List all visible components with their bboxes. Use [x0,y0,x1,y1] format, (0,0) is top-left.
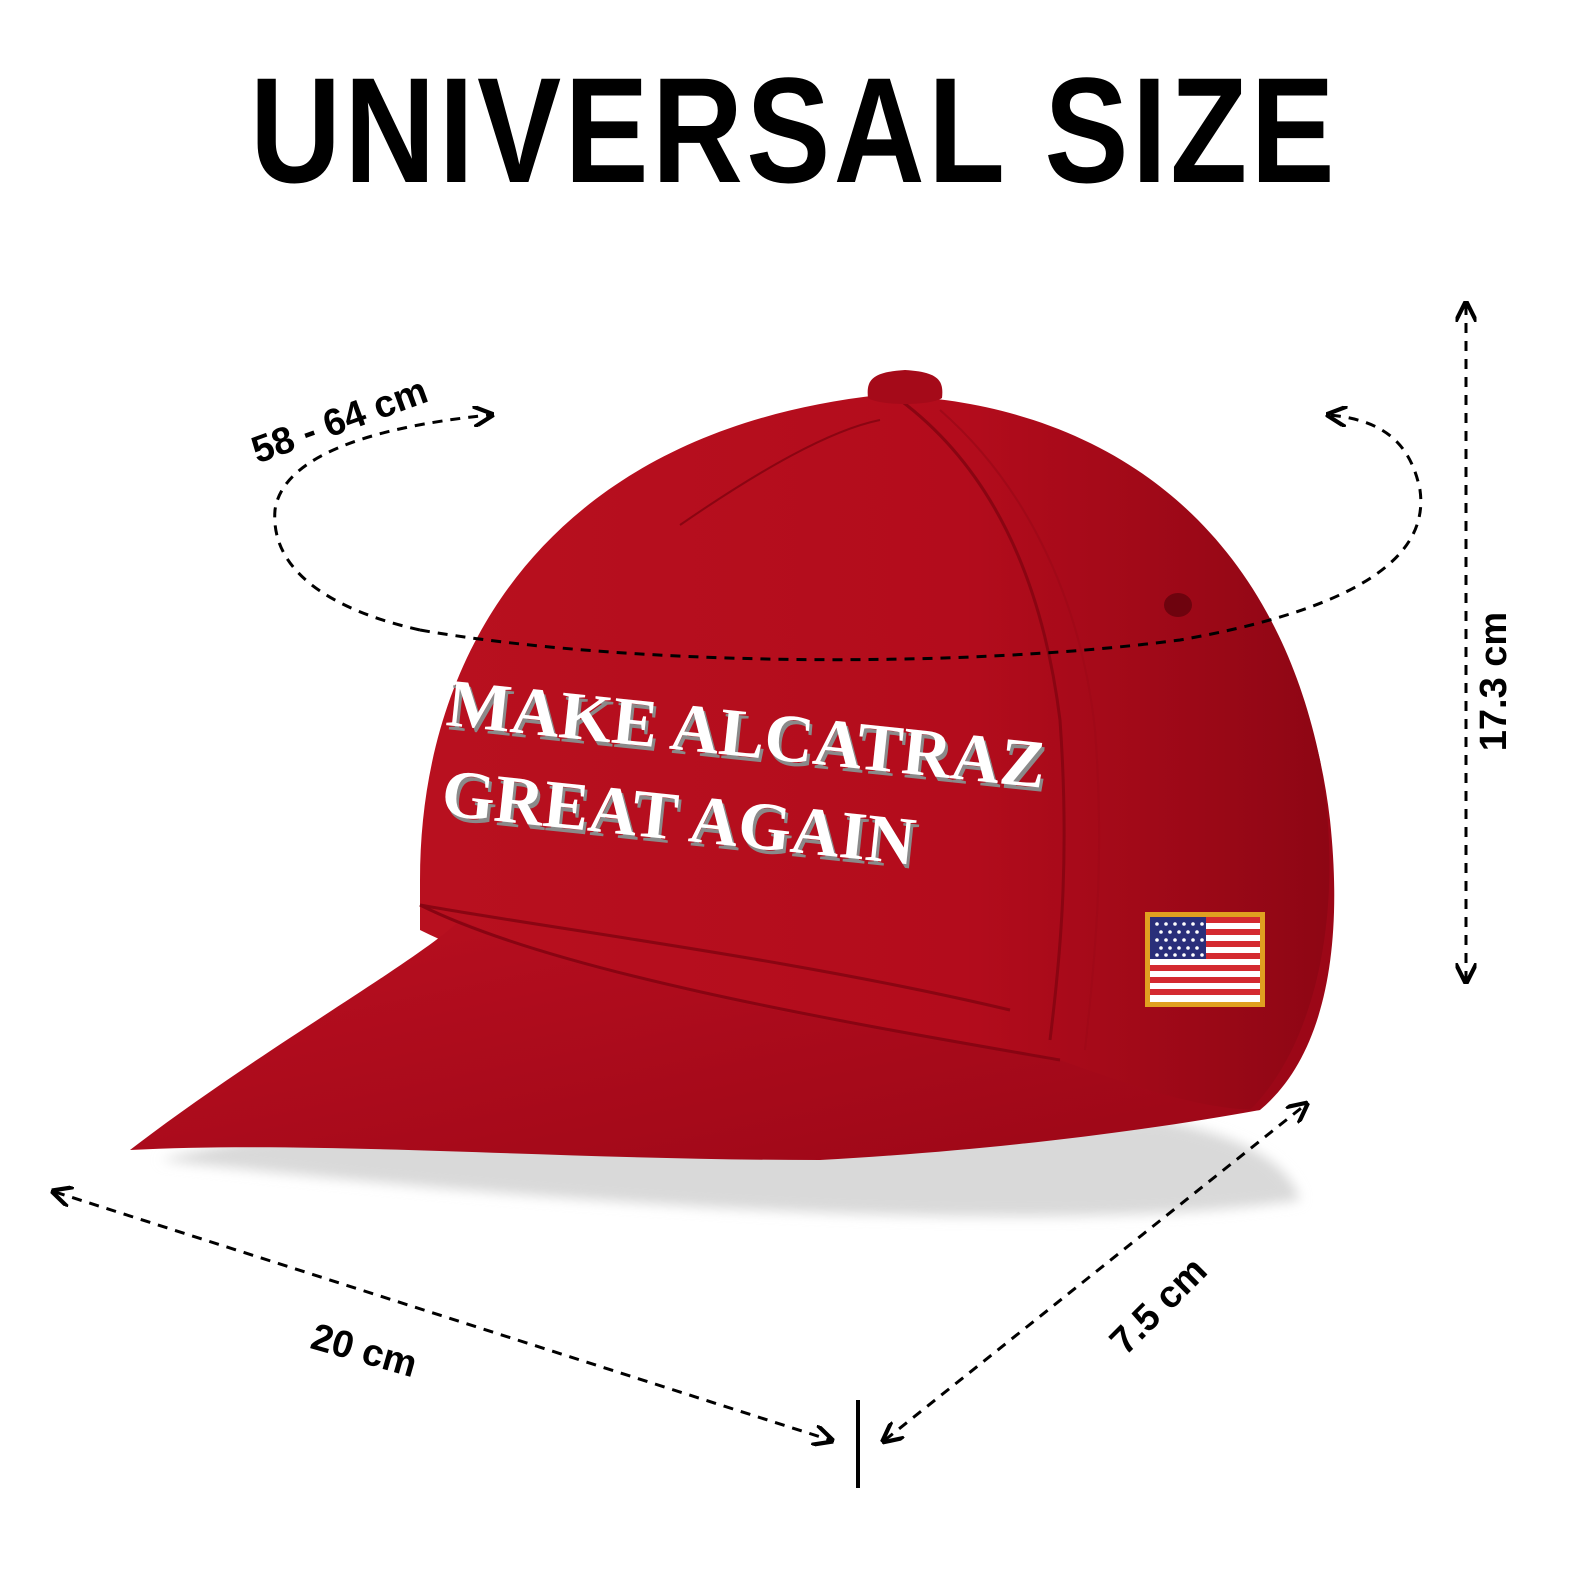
crown-seam [679,419,881,526]
hat-crown [420,395,1330,1113]
flag-patch-icon [1145,912,1265,1007]
page-title: UNIVERSAL SIZE [250,46,1338,214]
brim-seam [419,903,1061,1062]
crown-seam [939,409,1101,1051]
circumference-arrow-left [273,415,490,632]
height-label: 17.3 cm [1473,611,1516,752]
front-seam [419,903,1011,1012]
brim-length-arrow [55,1192,830,1440]
crown-seam [899,398,1066,1041]
eyelet [1164,593,1192,617]
circumference-arrow-right [419,415,1423,662]
top-button [867,370,943,404]
